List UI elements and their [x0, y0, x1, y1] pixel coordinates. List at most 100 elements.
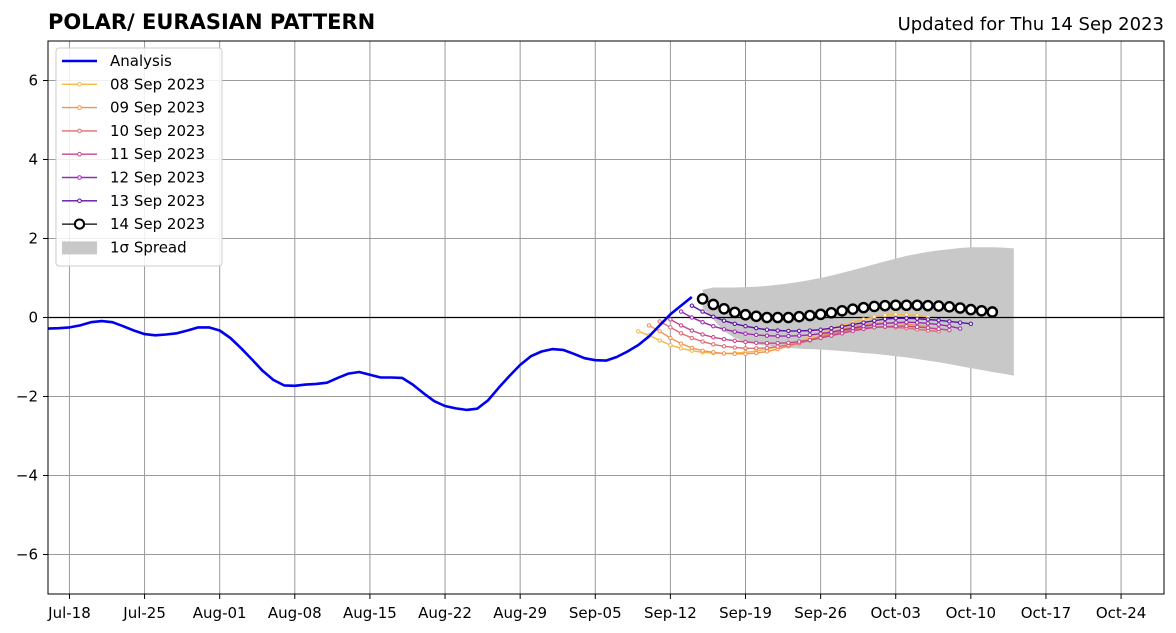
series-point — [743, 351, 748, 357]
x-tick-label: Sep-19 — [719, 604, 772, 622]
series-point — [847, 303, 859, 316]
legend-label: 14 Sep 2023 — [110, 215, 205, 233]
series-point — [850, 322, 856, 327]
x-tick-label: Jul-18 — [47, 604, 91, 622]
legend-marker — [77, 128, 82, 134]
series-point — [925, 325, 931, 330]
series-point — [689, 303, 695, 308]
series-point — [804, 309, 816, 322]
series-point — [754, 346, 759, 351]
series-point — [728, 306, 741, 319]
legend-item: 14 Sep 2023 — [62, 215, 205, 233]
x-tick-label: Oct-17 — [1021, 604, 1071, 622]
series-point — [743, 339, 748, 345]
series-point — [839, 324, 845, 329]
series-point — [893, 320, 898, 325]
y-tick-label: 6 — [28, 72, 38, 90]
series-point — [775, 340, 780, 346]
legend-marker — [77, 151, 82, 157]
series-point — [904, 316, 909, 321]
y-tick-label: 0 — [28, 309, 38, 327]
series-point — [700, 320, 705, 325]
series-point — [689, 335, 695, 341]
series-point — [904, 323, 909, 329]
series-point — [657, 338, 662, 343]
series-point — [732, 329, 737, 334]
series-point — [721, 351, 727, 356]
x-tick-label: Aug-29 — [493, 604, 547, 622]
series-point — [904, 312, 909, 317]
series-point — [807, 332, 813, 338]
series-point — [764, 327, 770, 332]
series-point — [711, 323, 716, 329]
series-point — [900, 299, 913, 312]
series-point — [678, 323, 684, 328]
series-point — [829, 333, 834, 338]
series-point — [700, 332, 705, 337]
series-point — [839, 327, 845, 333]
series-point — [750, 310, 763, 323]
series-point — [818, 331, 823, 336]
y-tick-label: −6 — [16, 546, 38, 564]
series-point — [975, 304, 988, 317]
series-point — [925, 317, 931, 322]
series-point — [711, 342, 716, 347]
legend-label: Analysis — [110, 52, 172, 70]
series-point — [807, 337, 813, 343]
legend-item: 12 Sep 2023 — [62, 169, 205, 187]
series-point — [879, 299, 891, 312]
series-point — [947, 323, 952, 329]
series-point — [893, 316, 898, 321]
series-point — [796, 333, 802, 338]
series-point — [882, 316, 888, 322]
series-point — [922, 299, 934, 312]
series-point — [868, 300, 881, 313]
series-f0914 — [696, 293, 999, 324]
series-point — [732, 338, 737, 344]
series-point — [732, 351, 737, 357]
tick-labels: Jul-18 Jul-25 Aug-01 Aug-08 Aug-15 Aug-22 Aug-… — [16, 72, 1146, 623]
series-point — [861, 320, 866, 325]
series-point — [764, 340, 770, 346]
series-point — [754, 350, 759, 356]
series-point — [732, 345, 737, 350]
series-point — [721, 337, 727, 342]
series-point — [700, 348, 705, 353]
legend-marker — [77, 105, 82, 110]
series-point — [707, 298, 720, 311]
series-point — [954, 302, 966, 314]
legend-item: Analysis — [62, 52, 172, 70]
series-point — [689, 328, 695, 333]
series-point — [825, 306, 838, 319]
series-point — [872, 318, 877, 323]
series-point — [668, 335, 673, 341]
series-point — [925, 321, 931, 326]
legend: Analysis 08 Sep 2023 09 Sep 2023 10 Sep 202… — [55, 47, 223, 267]
series-point — [696, 293, 709, 305]
series-point — [893, 312, 898, 317]
series-f0911 — [668, 317, 952, 346]
series-point — [882, 321, 888, 326]
x-tick-label: Aug-22 — [418, 604, 472, 622]
legend-marker — [77, 175, 82, 180]
series-point — [904, 320, 909, 325]
legend-label: 08 Sep 2023 — [110, 75, 205, 93]
legend-marker — [77, 198, 82, 204]
legend-label: 11 Sep 2023 — [110, 145, 205, 163]
series-point — [807, 328, 813, 333]
series-point — [786, 340, 791, 345]
series-point — [796, 339, 802, 344]
chart-subtitle: Updated for Thu 14 Sep 2023 — [898, 14, 1164, 35]
series-point — [914, 324, 920, 330]
x-tick-label: Aug-08 — [268, 604, 322, 622]
series-point — [861, 323, 866, 329]
legend-label: 1σ Spread — [110, 238, 187, 256]
y-tick-label: −2 — [16, 388, 38, 406]
series-point — [986, 306, 999, 318]
series-point — [678, 331, 684, 336]
series-point — [775, 333, 780, 339]
series-point — [818, 327, 823, 332]
series-point — [721, 327, 727, 332]
x-tick-label: Oct-24 — [1096, 604, 1146, 622]
